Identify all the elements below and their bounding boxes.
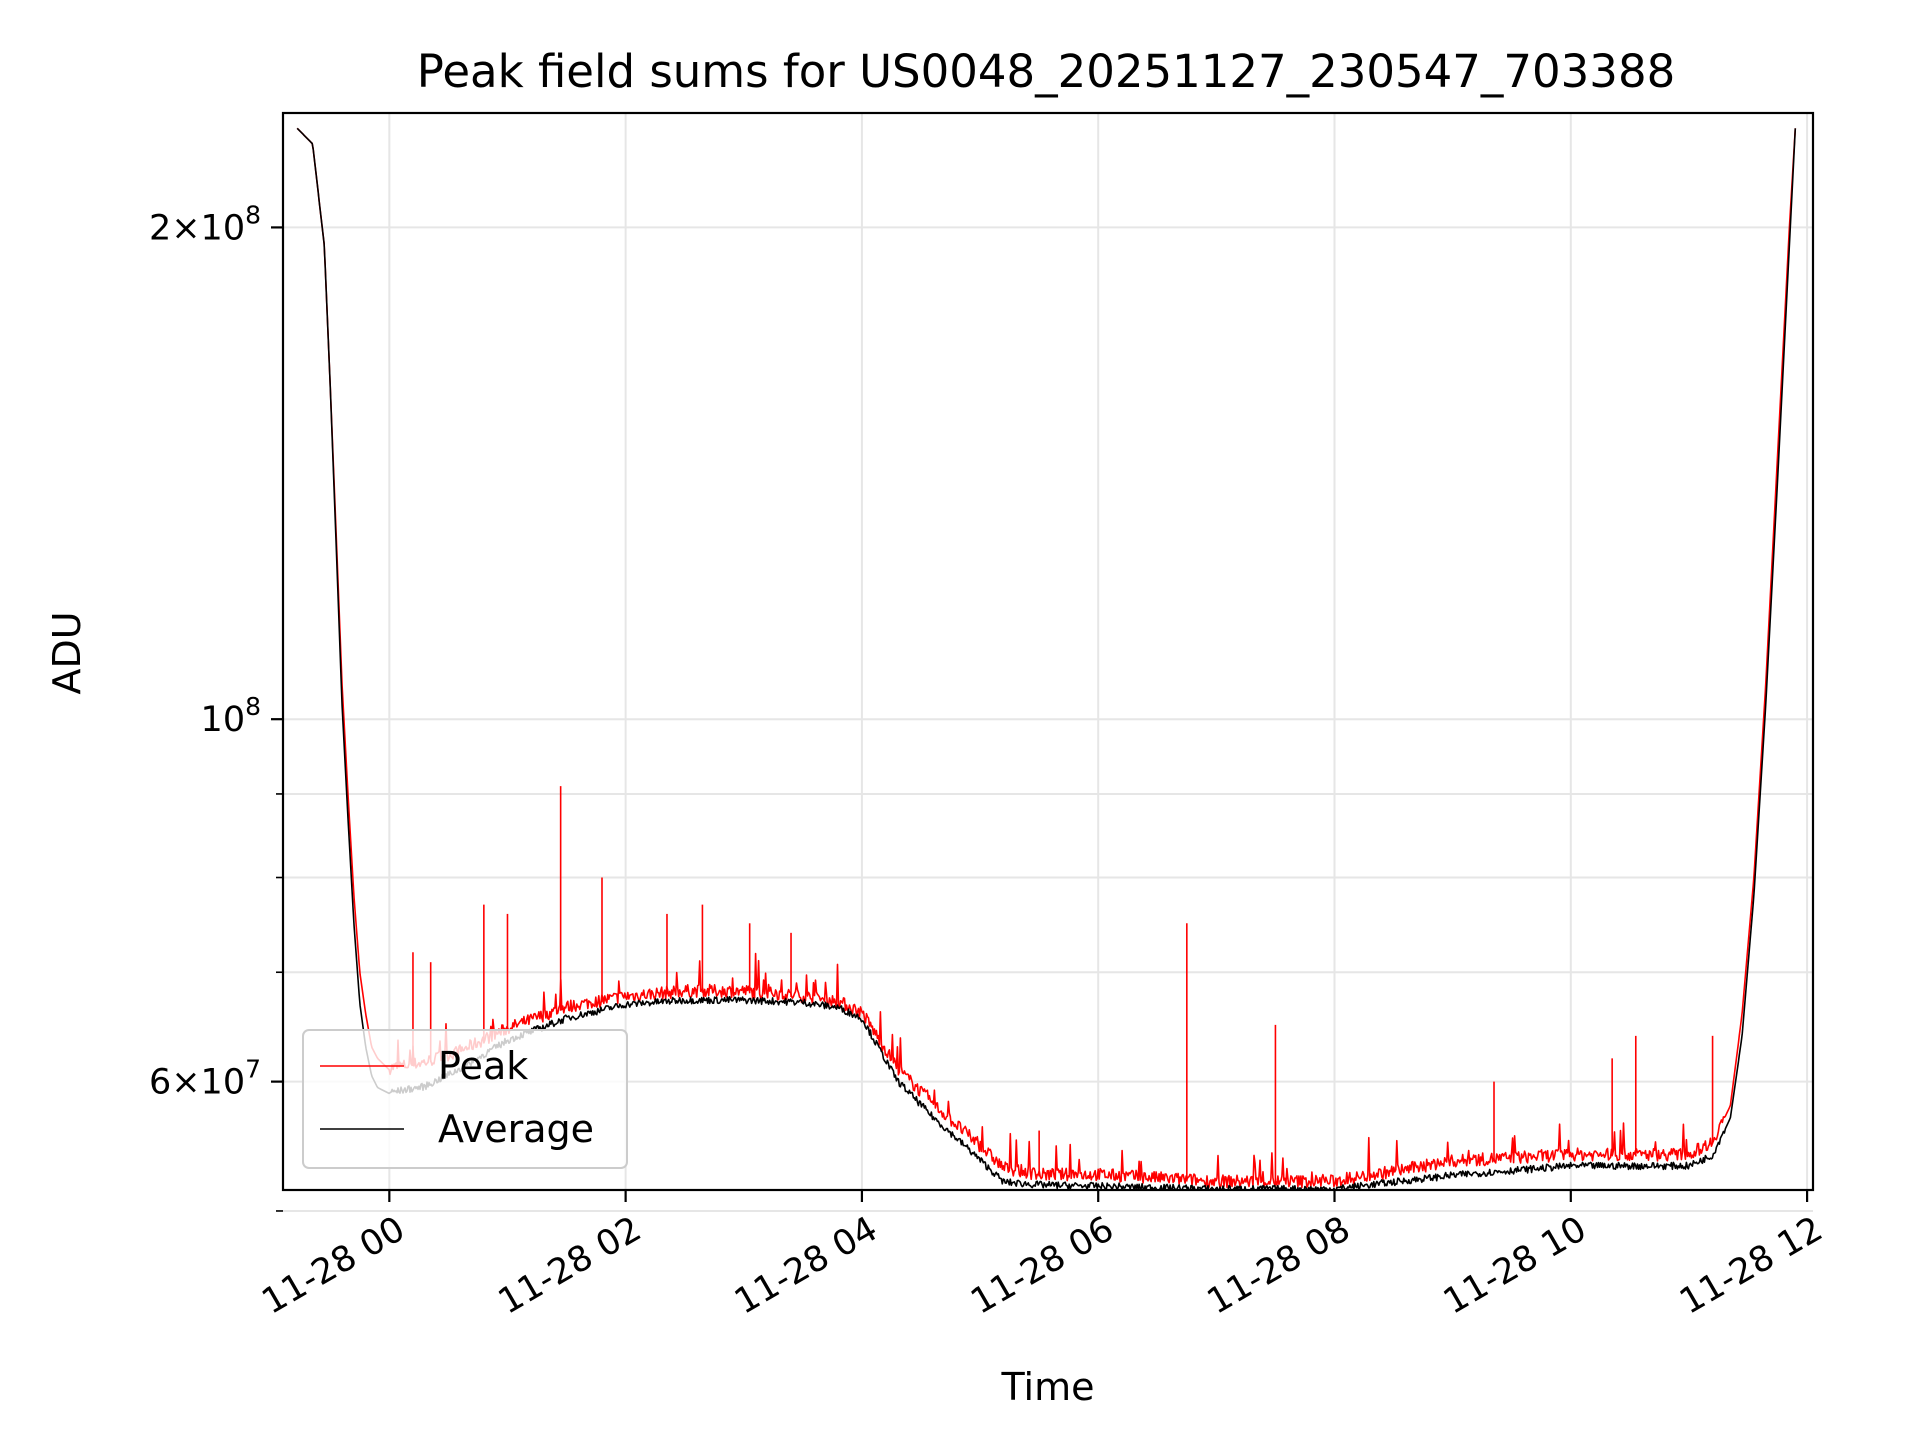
legend-peak-label: Peak bbox=[438, 1044, 528, 1088]
chart-title: Peak field sums for US0048_20251127_2305… bbox=[417, 45, 1675, 98]
legend: Peak Average bbox=[302, 1029, 628, 1169]
series-line-average bbox=[296, 127, 1797, 1190]
y-tick-label-2: 2×108 bbox=[149, 200, 261, 248]
legend-box bbox=[302, 1029, 628, 1169]
y-tick-label-1: 108 bbox=[201, 692, 261, 740]
legend-average-label: Average bbox=[438, 1107, 594, 1151]
series-line-peak bbox=[296, 127, 1797, 1189]
y-tick-label-0: 6×107 bbox=[149, 1055, 261, 1103]
x-axis-label: Time bbox=[1001, 1365, 1095, 1409]
y-axis-label: ADU bbox=[45, 611, 89, 694]
plot-frame bbox=[281, 111, 1815, 1192]
series-lines bbox=[296, 127, 1797, 1190]
